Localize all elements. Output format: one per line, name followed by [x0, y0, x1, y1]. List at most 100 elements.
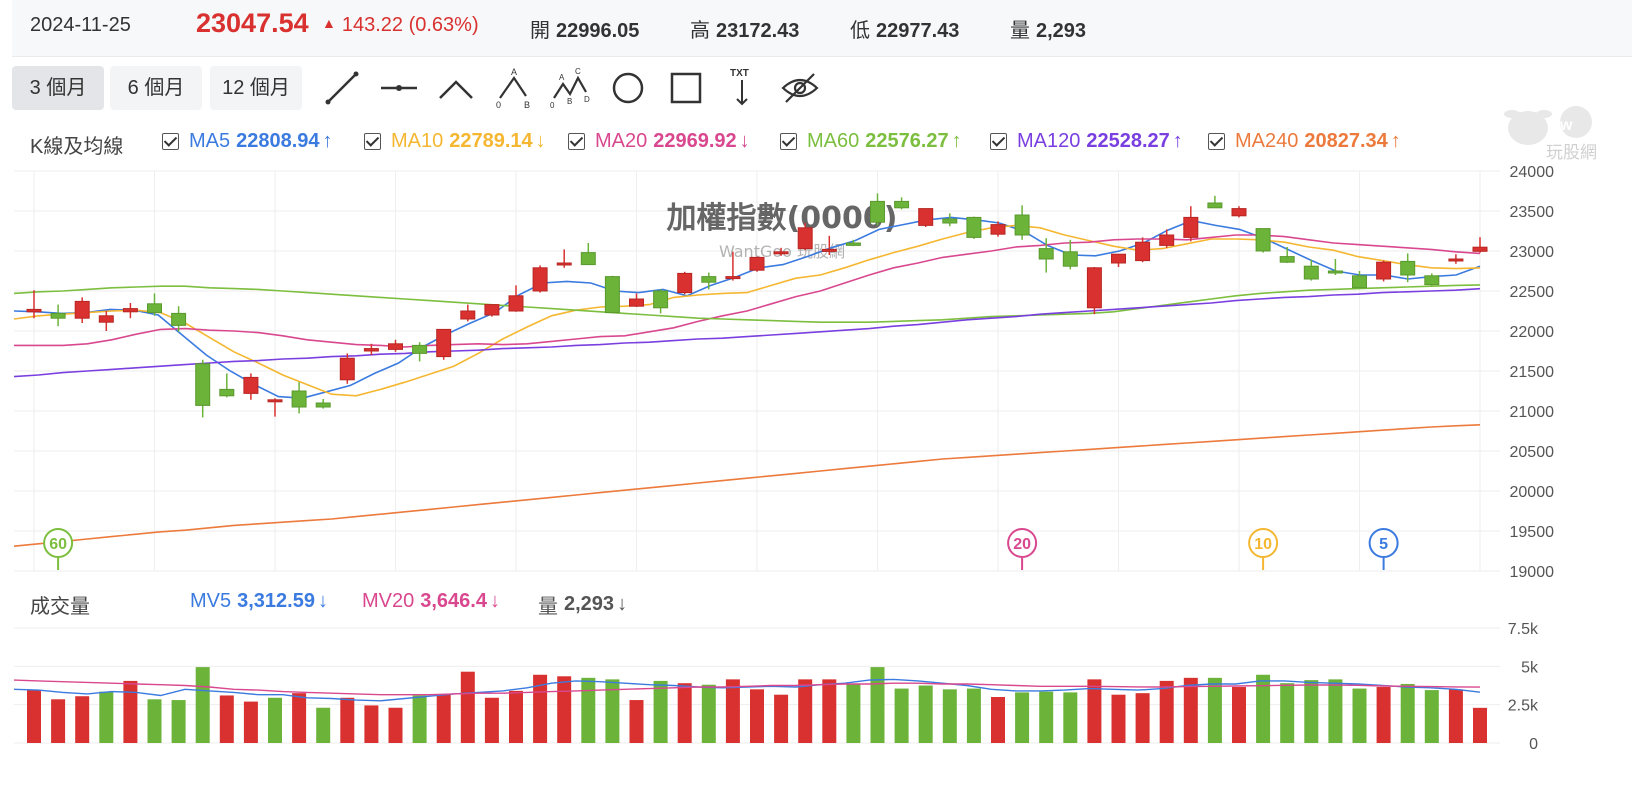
period-3m-button[interactable]: 3 個月	[12, 66, 104, 110]
volume-bar	[966, 688, 981, 743]
ma240-legend-item[interactable]: MA240 20827.34 ↑	[1208, 130, 1401, 153]
ma20-line	[14, 234, 1481, 348]
abc-pattern-icon[interactable]: A B 0	[492, 66, 536, 110]
ma60-checkbox[interactable]	[780, 133, 797, 150]
volume-bar	[725, 679, 740, 743]
volume-bar	[436, 694, 451, 743]
ma20-legend-item[interactable]: MA20 22969.92 ↓	[568, 130, 750, 153]
volume-bar	[846, 683, 861, 743]
candle	[1207, 195, 1223, 209]
rectangle-tool-icon[interactable]	[664, 66, 708, 110]
text-tool-icon[interactable]: TXT	[720, 66, 764, 110]
quote-bar: 2024-11-25 23047.54 ▲ 143.22 (0.63%) 開 229…	[12, 0, 1632, 57]
volume-bar	[798, 679, 813, 743]
y-tick-label: 20500	[1510, 444, 1555, 461]
quote-volume: 量 2,293	[1010, 20, 1087, 42]
candle	[749, 256, 765, 272]
svg-text:D: D	[584, 95, 590, 104]
circle-tool-icon[interactable]	[606, 66, 650, 110]
ma10-line	[13, 224, 1481, 397]
ma10-legend-item[interactable]: MA10 22789.14 ↓	[364, 130, 546, 153]
candle	[918, 208, 934, 227]
candle	[74, 297, 90, 323]
candle	[797, 223, 813, 251]
volume-bar	[1304, 680, 1319, 743]
volume-bar	[1159, 680, 1174, 743]
candle	[1303, 259, 1319, 281]
volume-bar	[99, 691, 114, 743]
hide-drawings-icon[interactable]	[778, 66, 822, 110]
volume-bar	[701, 684, 716, 743]
volume-bar	[581, 677, 596, 743]
mv20-line	[13, 679, 1481, 696]
volume-bar	[316, 707, 331, 743]
volume-bar	[27, 690, 41, 743]
volume-bar	[364, 705, 379, 743]
candle	[1352, 271, 1367, 289]
volume-bar	[195, 667, 210, 743]
candle	[1111, 253, 1126, 267]
quote-price: 23047.54	[196, 8, 309, 38]
toolbar: 3 個月 6 個月 12 個月 A B 0 A C B D 0 TXT	[12, 62, 1632, 112]
y-tick-label: 22000	[1510, 324, 1555, 341]
period-12m-button[interactable]: 12 個月	[210, 66, 302, 110]
volume-chart[interactable]: 0 2.5k 5k 7.5k	[0, 618, 1644, 758]
candle	[339, 353, 355, 384]
candle	[436, 328, 452, 360]
volume-bar	[123, 680, 138, 743]
y-tick-label: 22500	[1510, 284, 1555, 301]
abcd-pattern-icon[interactable]: A C B D 0	[548, 66, 592, 110]
ma120-legend-item[interactable]: MA120 22528.27 ↑	[990, 130, 1183, 153]
volume-bar	[1087, 679, 1102, 743]
horizontal-line-icon[interactable]	[377, 66, 421, 110]
volume-bar	[1400, 683, 1415, 743]
quote-date: 2024-11-25	[30, 14, 131, 36]
volume-bar	[1256, 674, 1271, 743]
volume-bar	[822, 679, 837, 743]
candle	[894, 197, 910, 210]
candle	[1472, 237, 1488, 253]
candle	[990, 221, 1006, 237]
volume-bar	[219, 695, 234, 743]
volume-bar	[605, 679, 620, 743]
ma5-checkbox[interactable]	[162, 133, 179, 150]
ma5-legend-item[interactable]: MA5 22808.94 ↑	[162, 130, 333, 153]
volume-bar	[1232, 687, 1246, 743]
svg-text:60: 60	[49, 536, 67, 553]
ma-legend: K線及均線 MA5 22808.94 ↑ MA10 22789.14 ↓ MA20 229…	[0, 124, 1644, 160]
candle	[98, 311, 114, 331]
y-tick-label: 23500	[1510, 204, 1555, 221]
candle	[1062, 239, 1078, 270]
volume-bar	[918, 685, 933, 743]
svg-text:TXT: TXT	[730, 68, 749, 79]
period-6m-button[interactable]: 6 個月	[110, 66, 202, 110]
candle	[219, 373, 235, 398]
volume-bar	[1376, 687, 1391, 743]
candle	[50, 304, 66, 327]
ma120-checkbox[interactable]	[990, 133, 1007, 150]
candle	[1400, 253, 1416, 283]
volume-bar	[1039, 691, 1054, 743]
volume-bar	[870, 667, 885, 743]
y-tick-label: 21500	[1510, 364, 1555, 381]
trend-line-icon[interactable]	[320, 66, 364, 110]
svg-text:w: w	[1559, 117, 1573, 134]
candle	[508, 285, 524, 312]
angle-line-icon[interactable]	[434, 66, 478, 110]
volume-bar	[1280, 683, 1295, 743]
candle	[1255, 228, 1271, 253]
kline-chart[interactable]: 19000 19500 20000 20500 21000 21500 22000 22500…	[0, 160, 1644, 580]
ma-period-marker: 10	[1248, 528, 1279, 570]
svg-text:玩股網: 玩股網	[1546, 143, 1597, 163]
volume-bar	[1328, 679, 1343, 743]
volume-bar	[629, 700, 644, 743]
ma240-checkbox[interactable]	[1208, 133, 1225, 150]
volume-bar	[1473, 707, 1487, 743]
ma20-checkbox[interactable]	[568, 133, 585, 150]
ma10-checkbox[interactable]	[364, 133, 381, 150]
candle	[484, 304, 500, 317]
vol-y-tick-label: 7.5k	[1508, 621, 1539, 638]
candle	[556, 249, 572, 268]
svg-text:A: A	[559, 73, 565, 82]
ma60-legend-item[interactable]: MA60 22576.27 ↑	[780, 130, 962, 153]
